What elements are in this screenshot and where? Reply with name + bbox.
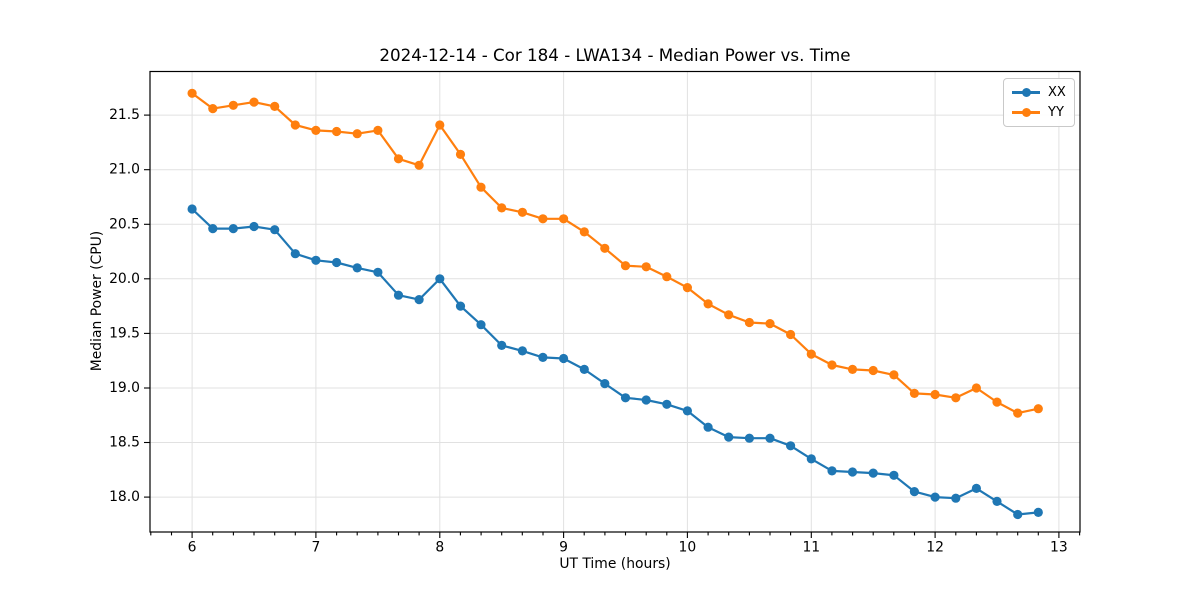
x-axis-label: UT Time (hours) (559, 556, 671, 572)
svg-text:11: 11 (802, 540, 820, 556)
chart-title: 2024-12-14 - Cor 184 - LWA134 - Median P… (379, 45, 851, 65)
svg-text:21.5: 21.5 (109, 107, 140, 123)
legend-label-xx: XX (1048, 85, 1066, 100)
legend-dot-icon (1022, 108, 1031, 117)
legend-line-marker-yy (1012, 108, 1040, 118)
svg-text:9: 9 (559, 540, 568, 556)
svg-text:8: 8 (435, 540, 444, 556)
legend: XX YY (1003, 78, 1075, 127)
svg-text:12: 12 (926, 540, 944, 556)
legend-dot-icon (1022, 88, 1031, 97)
svg-text:10: 10 (679, 540, 697, 556)
svg-text:13: 13 (1050, 540, 1068, 556)
svg-text:20.0: 20.0 (109, 271, 140, 287)
y-axis-label: Median Power (CPU) (89, 230, 105, 372)
svg-text:18.5: 18.5 (109, 435, 140, 451)
legend-item-xx: XX (1012, 85, 1066, 100)
svg-text:19.5: 19.5 (109, 325, 140, 341)
legend-item-yy: YY (1012, 105, 1066, 120)
svg-text:6: 6 (188, 540, 197, 556)
legend-line-marker-xx (1012, 88, 1040, 98)
svg-text:20.5: 20.5 (109, 216, 140, 232)
svg-text:7: 7 (311, 540, 320, 556)
svg-text:19.0: 19.0 (109, 380, 140, 396)
svg-text:21.0: 21.0 (109, 162, 140, 178)
legend-label-yy: YY (1048, 105, 1064, 120)
svg-text:18.0: 18.0 (109, 489, 140, 505)
